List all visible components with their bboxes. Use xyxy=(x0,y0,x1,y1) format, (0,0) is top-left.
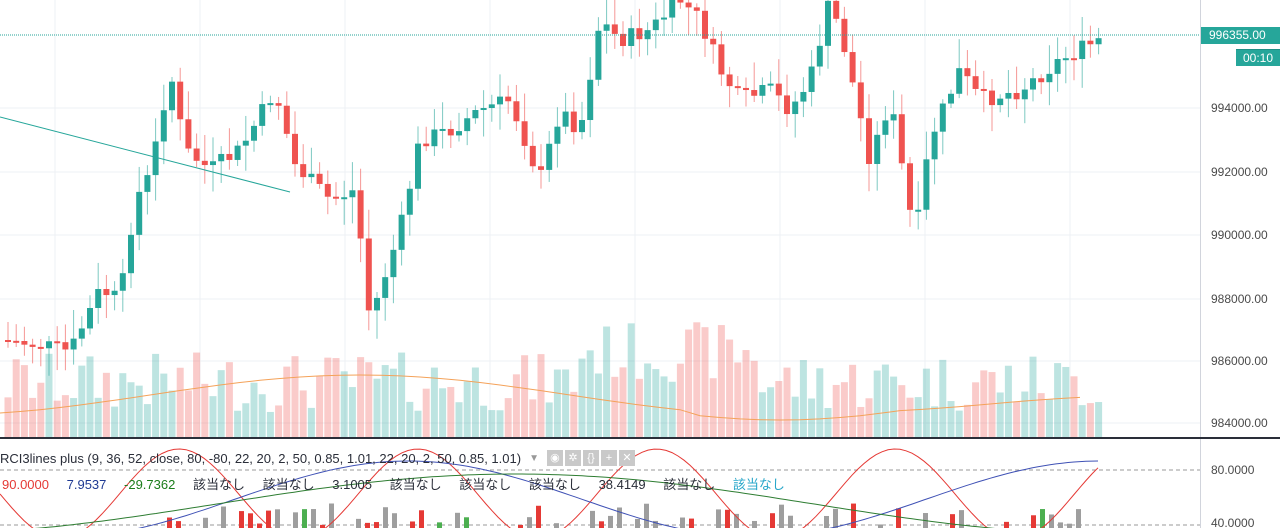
price-tick: 988000.00 xyxy=(1211,292,1268,306)
indicator-values: 90.0000 7.9537 -29.7362 該当なし 該当なし 3.1005… xyxy=(2,474,799,493)
price-axis[interactable]: 994000.00 992000.00 990000.00 988000.00 … xyxy=(1200,0,1280,437)
value-na: 該当なし xyxy=(732,477,785,492)
close-icon[interactable]: ✕ xyxy=(618,450,635,466)
value-num: 38.4149 xyxy=(598,477,646,492)
price-tick: 990000.00 xyxy=(1211,228,1268,242)
indicator-legend[interactable]: RCI3lines plus (9, 36, 52, close, 80, -8… xyxy=(0,449,637,467)
price-tick: 994000.00 xyxy=(1211,101,1268,115)
eye-icon[interactable]: ◉ xyxy=(546,450,563,466)
indicator-title: RCI3lines plus (9, 36, 52, close, 80, -8… xyxy=(0,450,522,466)
value-na: 該当なし xyxy=(459,477,512,492)
price-tick: 992000.00 xyxy=(1211,165,1268,179)
value-na: 該当なし xyxy=(663,477,716,492)
indicator-tick: 80.0000 xyxy=(1211,463,1255,477)
value-na: 該当なし xyxy=(528,477,581,492)
indicator-tick: 40.0000 xyxy=(1211,516,1255,530)
gear-icon[interactable]: ✲ xyxy=(564,450,581,466)
last-price-tag: 996355.00 xyxy=(1201,27,1280,44)
indicator-axis[interactable]: 80.0000 40.0000 xyxy=(1200,439,1280,530)
bar-countdown: 00:10 xyxy=(1236,49,1280,66)
value-na: 該当なし xyxy=(262,477,315,492)
value-rci-mid: 7.9537 xyxy=(66,477,107,492)
value-num: 3.1005 xyxy=(332,477,373,492)
price-tick: 984000.00 xyxy=(1211,416,1268,430)
value-rci-short: 90.0000 xyxy=(2,477,49,492)
add-icon[interactable]: + xyxy=(600,450,617,466)
pane-separator[interactable] xyxy=(0,437,1280,439)
price-chart[interactable] xyxy=(0,0,1200,437)
value-na: 該当なし xyxy=(389,477,442,492)
value-na: 該当なし xyxy=(192,477,245,492)
value-rci-long: -29.7362 xyxy=(124,477,176,492)
indicator-pane[interactable] xyxy=(0,439,1200,528)
chevron-down-icon[interactable]: ▼ xyxy=(529,452,539,464)
source-code-icon[interactable]: {} xyxy=(582,450,599,466)
price-tick: 986000.00 xyxy=(1211,354,1268,368)
